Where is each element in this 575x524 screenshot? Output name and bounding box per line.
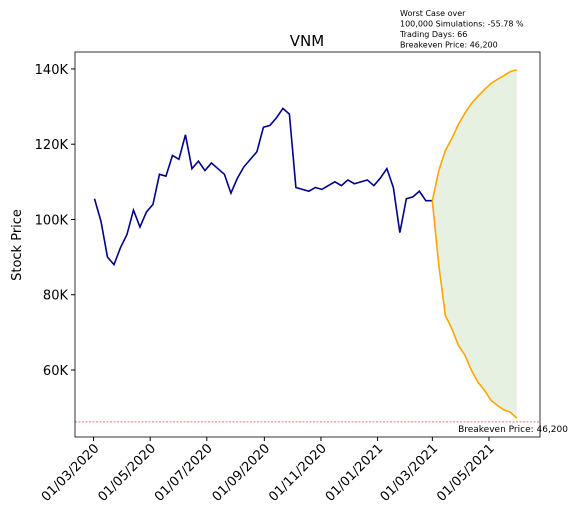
y-tick-label: 120K [35, 138, 69, 153]
x-tick-label: 01/01/2021 [323, 441, 387, 505]
series-line [431, 200, 518, 419]
x-tick-label: 01/03/2021 [378, 441, 442, 505]
x-tick-label: 01/03/2020 [39, 441, 103, 505]
annotation-line: Trading Days: 66 [399, 30, 467, 39]
x-tick-label: 01/11/2020 [266, 441, 330, 505]
breakeven-label: Breakeven Price: 46,200 [458, 425, 568, 435]
annotation-line: Worst Case over [400, 9, 466, 18]
x-tick-label: 01/09/2020 [210, 441, 274, 505]
series-line [431, 68, 518, 201]
forecast-band [432, 69, 517, 419]
series-line [93, 107, 433, 267]
y-tick-label: 140K [35, 63, 69, 78]
plot-frame [74, 51, 541, 438]
annotation-line: Breakeven Price: 46,200 [400, 41, 498, 50]
x-tick-label: 01/07/2020 [152, 441, 216, 505]
x-tick-label: 01/05/2021 [434, 441, 498, 505]
y-tick-label: 60K [43, 364, 69, 379]
x-tick-label: 01/05/2020 [95, 441, 159, 505]
y-axis-label: Stock Price [10, 209, 25, 281]
annotation-line: 100,000 Simulations: -55.78 % [400, 20, 524, 29]
y-tick-label: 80K [43, 289, 69, 304]
chart-title: VNM [290, 32, 324, 50]
y-tick-label: 100K [35, 213, 69, 228]
